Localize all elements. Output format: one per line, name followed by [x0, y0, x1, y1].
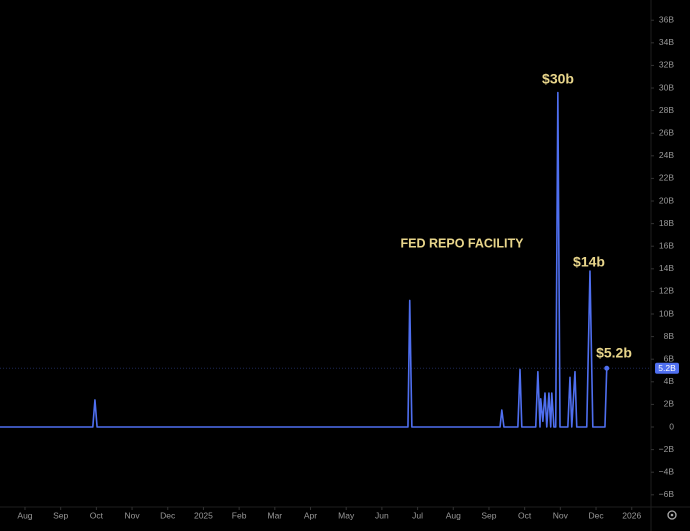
- annotation: $30b: [542, 71, 574, 87]
- y-tick-label: 16B: [659, 240, 674, 250]
- y-tick-label: 36B: [659, 14, 674, 24]
- y-tick-label: 4B: [664, 376, 675, 386]
- y-tick-label: 10B: [659, 308, 674, 318]
- x-tick-label: Jul: [412, 510, 423, 520]
- x-tick-label: Nov: [124, 510, 140, 520]
- x-tick-label: Dec: [588, 510, 604, 520]
- x-tick-label: Sep: [481, 510, 496, 520]
- y-tick-label: 26B: [659, 127, 674, 137]
- x-tick-label: Sep: [53, 510, 68, 520]
- x-tick-label: Jun: [375, 510, 389, 520]
- y-tick-label: −6B: [659, 489, 675, 499]
- y-tick-label: −4B: [659, 466, 675, 476]
- x-tick-label: Aug: [446, 510, 461, 520]
- y-tick-label: 32B: [659, 60, 674, 70]
- settings-icon[interactable]: [667, 510, 677, 520]
- x-tick-label: 2025: [194, 510, 213, 520]
- last-value-box: [655, 362, 679, 374]
- annotation: $14b: [573, 254, 605, 270]
- x-tick-label: Aug: [17, 510, 32, 520]
- y-tick-label: 20B: [659, 195, 674, 205]
- y-tick-label: 0: [669, 421, 674, 431]
- x-tick-label: Apr: [304, 510, 317, 520]
- y-tick-label: 2B: [664, 399, 675, 409]
- last-point: [604, 365, 610, 371]
- x-tick-label: May: [338, 510, 355, 520]
- x-tick-label: Feb: [232, 510, 247, 520]
- x-tick-label: 2026: [622, 510, 641, 520]
- annotation: $5.2b: [596, 345, 632, 361]
- x-tick-label: Oct: [518, 510, 532, 520]
- last-value-label: 5.2B: [658, 363, 676, 373]
- y-tick-label: 30B: [659, 82, 674, 92]
- y-tick-label: 14B: [659, 263, 674, 273]
- y-tick-label: 18B: [659, 218, 674, 228]
- y-tick-label: 6B: [664, 353, 675, 363]
- annotation: FED REPO FACILITY: [401, 236, 525, 250]
- y-tick-label: 8B: [664, 331, 675, 341]
- y-tick-label: 24B: [659, 150, 674, 160]
- line: [0, 91, 608, 428]
- y-tick-label: −2B: [659, 444, 675, 454]
- x-tick-label: Nov: [553, 510, 569, 520]
- x-tick-label: Mar: [267, 510, 282, 520]
- x-tick-label: Oct: [90, 510, 104, 520]
- y-tick-label: 22B: [659, 173, 674, 183]
- y-tick-label: 34B: [659, 37, 674, 47]
- x-tick-label: Dec: [160, 510, 176, 520]
- y-tick-label: 28B: [659, 105, 674, 115]
- y-tick-label: 12B: [659, 286, 674, 296]
